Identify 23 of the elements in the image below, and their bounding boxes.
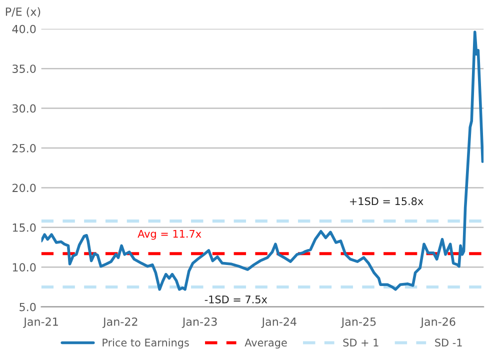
annotation: -1SD = 7.5x <box>204 296 268 304</box>
x-tick-label: Jan-23 <box>182 317 217 328</box>
y-tick-label: 15.0 <box>12 223 36 232</box>
y-tick-label: 10.0 <box>12 263 36 272</box>
y-tick-label: 5.0 <box>20 302 36 312</box>
y-tick-label: 35.0 <box>12 64 36 73</box>
legend-label: Average <box>244 338 287 349</box>
x-tick-label: Jan-25 <box>340 317 376 328</box>
legend-label: SD -1 <box>435 338 462 347</box>
annotation: +1SD = 15.8x <box>350 197 424 206</box>
y-tick-label: 30.0 <box>12 104 36 113</box>
x-tick-label: Jan-26 <box>420 317 456 328</box>
x-tick-label: Jan-21 <box>23 317 58 328</box>
x-tick-label: Jan-22 <box>102 317 138 328</box>
line-series <box>41 30 484 291</box>
y-axis-title: P/E (x) <box>6 7 40 18</box>
y-tick-label: 25.0 <box>12 144 36 152</box>
legend-label: SD + 1 <box>343 338 378 347</box>
y-tick-label: 40.0 <box>12 24 36 34</box>
x-tick-label: Jan-24 <box>261 317 296 328</box>
y-tick-label: 20.0 <box>12 184 36 192</box>
legend-label: Price to Earnings <box>102 338 189 349</box>
annotation: Avg = 11.7x <box>138 230 202 240</box>
